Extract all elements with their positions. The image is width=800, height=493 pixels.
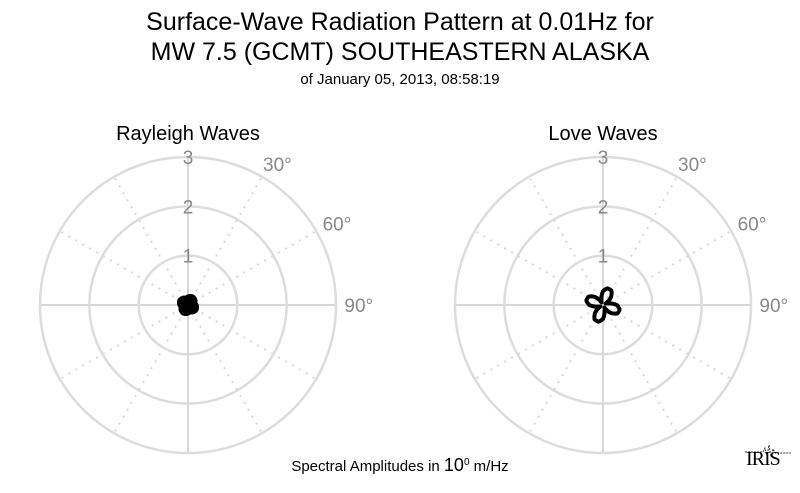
angle-tick-label: 90°: [759, 296, 788, 317]
radial-tick-label: 3: [183, 148, 194, 169]
iris-logo: IRIS: [746, 448, 781, 470]
radial-tick-label: 1: [183, 247, 194, 268]
grid-spoke: [602, 304, 678, 434]
grid-spoke: [528, 176, 604, 306]
grid-spoke: [59, 304, 189, 380]
subplot-title: Rayleigh Waves: [116, 123, 260, 145]
grid-spoke: [187, 230, 317, 306]
grid-ring: [503, 205, 703, 405]
grid-spoke: [59, 230, 189, 306]
subplot-title: Love Waves: [548, 123, 657, 145]
grid-spoke: [113, 176, 189, 306]
angle-tick-label: 60°: [323, 215, 352, 236]
subtitle: of January 05, 2013, 08:58:19: [300, 71, 500, 88]
grid-spoke: [474, 304, 604, 380]
title-line-2: MW 7.5 (GCMT) SOUTHEASTERN ALASKA: [150, 38, 650, 66]
radiation-pattern-line: [584, 286, 622, 324]
grid-ring: [88, 205, 288, 405]
grid-spoke: [474, 230, 604, 306]
angle-tick-label: 60°: [738, 215, 767, 236]
radial-tick-label: 2: [598, 197, 609, 218]
seismogram-logo-icon: [745, 445, 791, 457]
grid-spoke: [602, 304, 732, 380]
radial-tick-label: 2: [183, 197, 194, 218]
grid-ring: [552, 254, 654, 356]
footer-caption: Spectral Amplitudes in 100 m/Hz: [0, 455, 800, 476]
radiation-pattern-line: [177, 294, 199, 316]
radial-tick-label: 1: [598, 247, 609, 268]
footer-exponent: 0: [463, 457, 470, 468]
angle-tick-label: 30°: [678, 155, 707, 176]
grid-ring: [137, 254, 239, 356]
grid-spoke: [187, 304, 263, 434]
grid-ring: [453, 155, 753, 455]
footer-base: 10: [443, 455, 464, 475]
grid-spoke: [528, 304, 604, 434]
grid-ring: [38, 155, 338, 455]
grid-spoke: [187, 176, 263, 306]
angle-tick-label: 30°: [263, 155, 292, 176]
grid-spoke: [113, 304, 189, 434]
grid-spoke: [602, 176, 678, 306]
angle-tick-label: 90°: [344, 296, 373, 317]
title-line-1: Surface-Wave Radiation Pattern at 0.01Hz…: [146, 8, 654, 36]
grid-spoke: [187, 304, 317, 380]
footer-unit: m/Hz: [469, 458, 509, 475]
radial-tick-label: 3: [598, 148, 609, 169]
grid-spoke: [602, 230, 732, 306]
footer-prefix: Spectral Amplitudes in: [291, 458, 444, 475]
